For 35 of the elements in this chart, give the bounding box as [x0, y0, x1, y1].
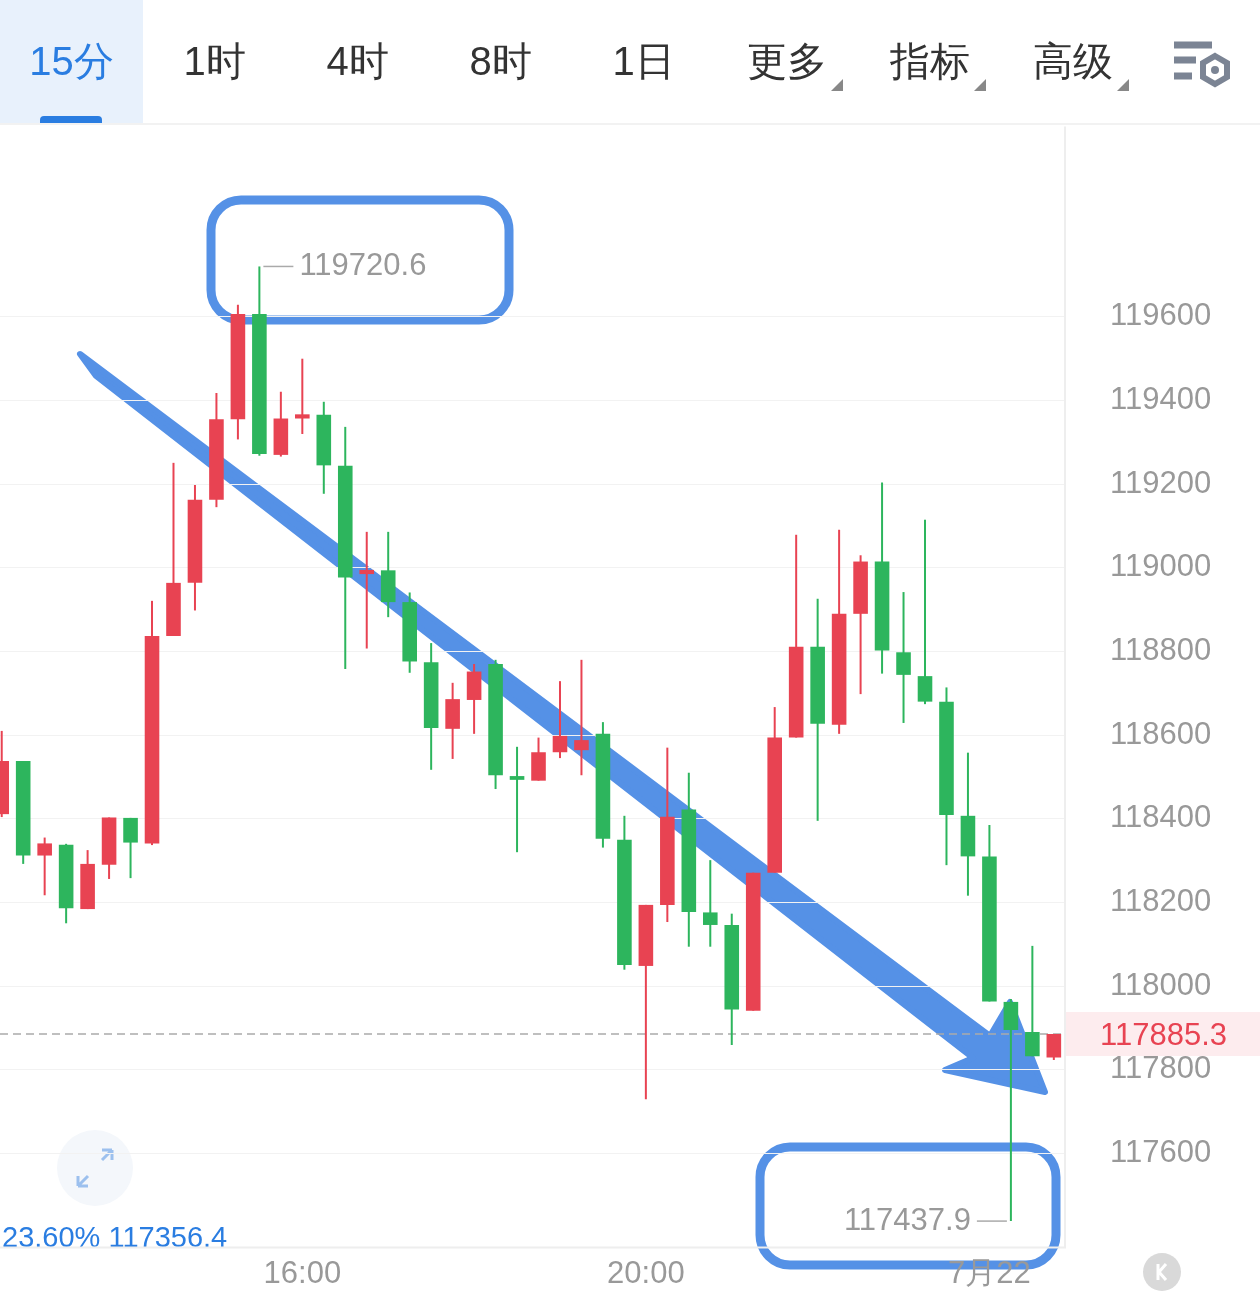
y-tick-label: 119000 — [1110, 548, 1212, 584]
annotation: 119720.6 — [299, 247, 427, 282]
candlestick — [359, 530, 375, 650]
candlestick — [896, 591, 911, 724]
text: 1日 — [612, 38, 675, 85]
y-tick-label: 119600 — [1110, 297, 1212, 333]
candlestick — [702, 859, 718, 948]
candlestick — [37, 836, 52, 897]
annotation: 23.60% 117356.4 — [2, 1221, 228, 1254]
y-tick-label: 118200 — [1110, 882, 1212, 918]
candlestick — [574, 658, 589, 777]
y-tick-label: 117600 — [1110, 1133, 1212, 1169]
candlestick — [295, 357, 310, 435]
x-tick-label: 16:00 — [263, 1254, 342, 1290]
candlestick — [1003, 997, 1019, 1223]
y-tick-label: 118400 — [1110, 799, 1212, 835]
text: 指标 — [889, 38, 970, 85]
y-tick-label: 118000 — [1110, 966, 1212, 1002]
annotation: 117437.9 — [843, 1201, 971, 1237]
text: 15分 — [29, 38, 114, 85]
text: 1时 — [183, 38, 246, 85]
text: 4时 — [326, 38, 389, 85]
text: 8时 — [469, 38, 532, 85]
y-tick-label: 118600 — [1110, 715, 1212, 751]
y-tick-label: 118800 — [1110, 632, 1212, 667]
y-tick-label: 119200 — [1110, 464, 1212, 500]
ref-line-label: 117885.3 — [1100, 1016, 1227, 1052]
text: 高级 — [1032, 38, 1113, 85]
x-tick-label: 20:00 — [607, 1254, 685, 1290]
y-tick-label: 119400 — [1110, 381, 1212, 417]
candlestick — [552, 680, 568, 760]
text: 更多 — [746, 38, 827, 85]
y-tick-label: 117800 — [1110, 1050, 1212, 1086]
candlestick — [509, 745, 525, 854]
candlestick — [1046, 1032, 1062, 1062]
